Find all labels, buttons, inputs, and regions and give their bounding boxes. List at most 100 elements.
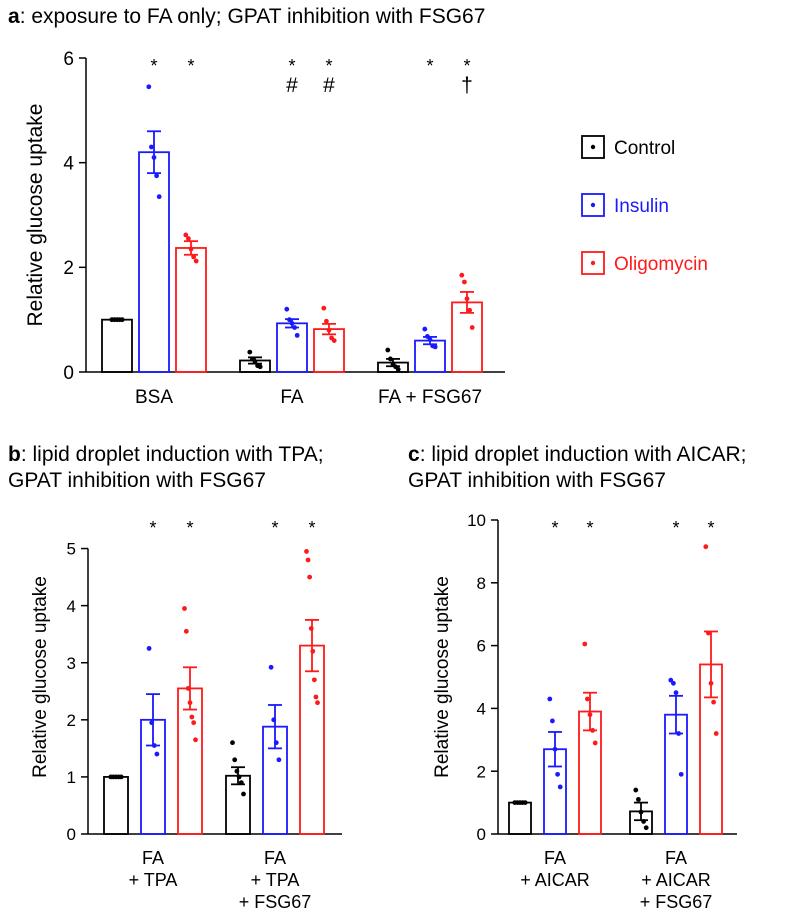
- a-significance-marker: *: [187, 56, 194, 76]
- c-data-point: [550, 718, 555, 724]
- panel-b-title: b: lipid droplet induction with TPA; GPA…: [8, 442, 324, 494]
- b-y-tick-label: 3: [67, 654, 76, 673]
- a-significance-marker: *: [463, 56, 470, 76]
- c-y-tick-label: 0: [477, 825, 486, 844]
- b-y-tick-label: 4: [67, 597, 76, 616]
- b-x-group-label: + FSG67: [239, 892, 312, 911]
- a-bar-oligomycin: [175, 247, 207, 373]
- b-data-point: [308, 626, 314, 631]
- panel-b-title-line-1: : lipid droplet induction with TPA;: [20, 443, 324, 466]
- c-data-point: [582, 641, 588, 647]
- a-bar-insulin: [414, 339, 446, 373]
- legend-swatch-dot: [590, 260, 596, 266]
- b-x-group-label: FA: [142, 848, 164, 868]
- a-data-point: [186, 236, 191, 241]
- a-significance-marker: *: [426, 56, 433, 76]
- b-y-tick-label: 2: [67, 711, 76, 730]
- a-data-point: [292, 325, 297, 330]
- a-data-point: [247, 349, 253, 355]
- b-data-point: [118, 774, 124, 780]
- a-data-point: [154, 173, 160, 179]
- c-data-point: [643, 825, 649, 831]
- a-bar-control: [101, 318, 133, 373]
- a-data-point: [331, 338, 337, 343]
- legend: Control Insulin Oligomycin: [581, 135, 708, 275]
- b-data-point: [311, 677, 317, 683]
- c-x-group-label: + AICAR: [641, 870, 711, 890]
- c-data-point: [676, 731, 681, 736]
- legend-swatch-oligomycin: [581, 251, 605, 275]
- a-y-axis-label: Relative glucose uptake: [24, 104, 47, 327]
- b-data-point: [315, 700, 320, 706]
- a-data-point: [193, 258, 199, 264]
- a-bar-oligomycin: [313, 328, 345, 373]
- b-data-point: [187, 700, 193, 706]
- c-y-tick-label: 2: [477, 762, 486, 781]
- b-data-point: [238, 780, 244, 786]
- a-data-point: [257, 364, 263, 370]
- c-y-tick-label: 10: [467, 511, 486, 530]
- panel-b-title-line-2: GPAT inhibition with FSG67: [8, 469, 266, 492]
- panel-a-letter: a: [8, 5, 20, 28]
- c-data-point: [590, 727, 595, 733]
- c-significance-marker: *: [707, 518, 714, 538]
- a-x-group-label: FA + FSG67: [378, 387, 482, 408]
- c-data-point: [706, 630, 711, 636]
- c-data-point: [557, 784, 563, 790]
- b-data-point: [307, 574, 313, 580]
- b-data-point: [183, 628, 189, 634]
- b-data-point: [305, 557, 311, 563]
- legend-swatch-dot: [590, 144, 596, 150]
- a-data-point: [156, 194, 162, 200]
- a-y-tick-label: 6: [63, 49, 74, 70]
- c-data-point: [711, 699, 716, 705]
- b-data-point: [313, 694, 319, 700]
- c-data-point: [678, 771, 684, 777]
- a-significance-marker: *: [288, 56, 295, 76]
- legend-label-oligomycin: Oligomycin: [614, 254, 708, 275]
- c-significance-marker: *: [551, 518, 558, 538]
- a-data-point: [459, 272, 465, 278]
- a-data-point: [284, 306, 290, 312]
- c-x-group-label: FA: [665, 848, 687, 868]
- b-data-point: [304, 549, 309, 554]
- b-data-point: [191, 720, 197, 726]
- c-bar-control: [508, 801, 532, 835]
- panel-a-title-line: : exposure to FA only; GPAT inhibition w…: [19, 5, 486, 28]
- legend-swatch-insulin: [581, 193, 605, 217]
- a-data-point: [326, 327, 332, 333]
- a-y-tick-label: 4: [63, 154, 74, 175]
- a-y-tick-label: 2: [63, 258, 74, 279]
- a-data-point: [188, 246, 194, 252]
- panel-c-letter: c: [408, 443, 420, 466]
- a-data-point: [146, 84, 152, 90]
- b-data-point: [185, 686, 191, 691]
- b-data-point: [193, 737, 198, 743]
- b-x-group-label: FA: [264, 848, 286, 868]
- legend-swatch-control: [581, 135, 605, 159]
- a-significance-marker: #: [286, 74, 298, 97]
- b-data-point: [273, 740, 279, 746]
- a-data-point: [149, 144, 154, 150]
- a-data-point: [119, 317, 125, 323]
- b-x-group-label: + TPA: [129, 870, 178, 890]
- a-data-point: [385, 347, 391, 353]
- a-data-point: [432, 344, 438, 350]
- b-data-point: [146, 646, 152, 651]
- b-data-point: [189, 714, 195, 720]
- b-data-point: [310, 648, 316, 654]
- a-data-point: [183, 232, 189, 238]
- legend-label-control: Control: [614, 138, 675, 159]
- c-data-point: [671, 680, 676, 686]
- b-data-point: [241, 791, 246, 797]
- b-data-point: [151, 743, 157, 748]
- b-bar-oligomycin: [299, 644, 325, 835]
- b-y-tick-label: 5: [67, 540, 76, 559]
- a-data-point: [191, 254, 197, 260]
- panel-c-title-line-2: GPAT inhibition with FSG67: [408, 469, 666, 492]
- a-data-point: [422, 326, 428, 332]
- b-y-tick-label: 1: [67, 768, 76, 787]
- panel-c-title: c: lipid droplet induction with AICAR; G…: [408, 442, 747, 494]
- c-x-group-label: + FSG67: [640, 892, 713, 911]
- c-data-point: [713, 731, 719, 736]
